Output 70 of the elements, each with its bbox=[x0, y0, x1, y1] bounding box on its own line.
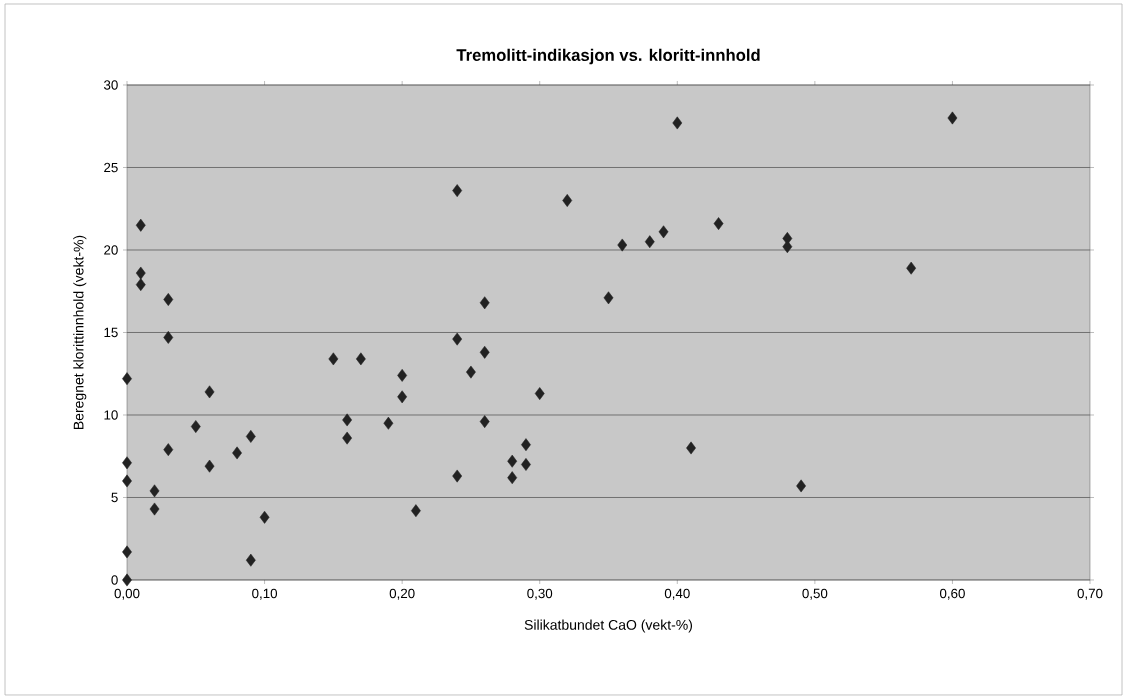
point bbox=[135, 278, 146, 292]
y-tick-label: 30 bbox=[103, 80, 118, 90]
point bbox=[122, 474, 132, 488]
point bbox=[713, 217, 724, 230]
point bbox=[149, 484, 160, 498]
point bbox=[204, 385, 215, 399]
y-tick-label: 0 bbox=[111, 575, 118, 585]
point bbox=[466, 365, 476, 379]
point bbox=[259, 510, 270, 524]
point bbox=[397, 390, 408, 404]
point bbox=[122, 573, 132, 587]
point bbox=[122, 545, 132, 559]
point bbox=[782, 240, 793, 254]
point bbox=[245, 553, 256, 567]
point bbox=[479, 345, 490, 359]
point bbox=[149, 502, 160, 516]
point bbox=[479, 296, 490, 310]
y-tick-label: 5 bbox=[111, 492, 118, 503]
point bbox=[411, 504, 421, 518]
point bbox=[190, 420, 201, 433]
x-tick-label: 0,40 bbox=[664, 588, 690, 600]
x-tick-label: 0,30 bbox=[527, 588, 553, 600]
point bbox=[122, 456, 132, 470]
point bbox=[163, 443, 174, 457]
point bbox=[479, 415, 490, 428]
x-axis-title: Silikatbundet CaO (vekt-%) bbox=[524, 619, 693, 633]
point bbox=[122, 372, 132, 386]
point bbox=[397, 368, 408, 382]
point bbox=[507, 454, 518, 468]
point bbox=[686, 441, 696, 455]
point bbox=[672, 116, 683, 130]
point bbox=[534, 387, 545, 400]
point bbox=[245, 430, 256, 443]
point bbox=[356, 352, 366, 366]
y-tick-label: 10 bbox=[104, 410, 118, 420]
x-tick-label: 0,50 bbox=[802, 588, 828, 600]
point bbox=[644, 235, 655, 249]
x-tick-label: 0,60 bbox=[939, 588, 965, 600]
point bbox=[452, 184, 463, 197]
y-tick-label: 20 bbox=[104, 245, 118, 255]
point bbox=[135, 218, 146, 232]
point bbox=[328, 352, 339, 366]
point bbox=[521, 438, 531, 452]
point bbox=[521, 458, 531, 471]
point bbox=[796, 479, 806, 493]
point bbox=[507, 471, 518, 485]
point bbox=[906, 261, 917, 275]
point bbox=[452, 332, 463, 346]
y-tick-label: 15 bbox=[104, 327, 118, 338]
x-tick-label: 0,10 bbox=[252, 588, 278, 600]
point bbox=[163, 331, 174, 344]
point bbox=[658, 225, 669, 239]
point bbox=[135, 266, 146, 280]
y-axis-title: Beregnet klorittinnhold (vekt-%) bbox=[73, 235, 87, 429]
x-tick-label: 0,20 bbox=[389, 588, 415, 600]
point bbox=[452, 469, 463, 483]
point bbox=[204, 459, 215, 473]
point bbox=[562, 194, 573, 207]
point bbox=[163, 293, 174, 306]
point bbox=[232, 446, 242, 460]
point bbox=[603, 291, 614, 305]
point bbox=[617, 238, 628, 252]
point bbox=[342, 413, 352, 427]
point bbox=[947, 111, 958, 125]
x-tick-label: 0,00 bbox=[114, 588, 140, 600]
chart-title: Tremolitt-indikasjon vs. kloritt-innhold bbox=[456, 48, 760, 65]
y-tick-label: 25 bbox=[104, 162, 118, 173]
point bbox=[383, 416, 394, 430]
point bbox=[342, 431, 352, 445]
x-tick-label: 0,70 bbox=[1077, 588, 1103, 600]
